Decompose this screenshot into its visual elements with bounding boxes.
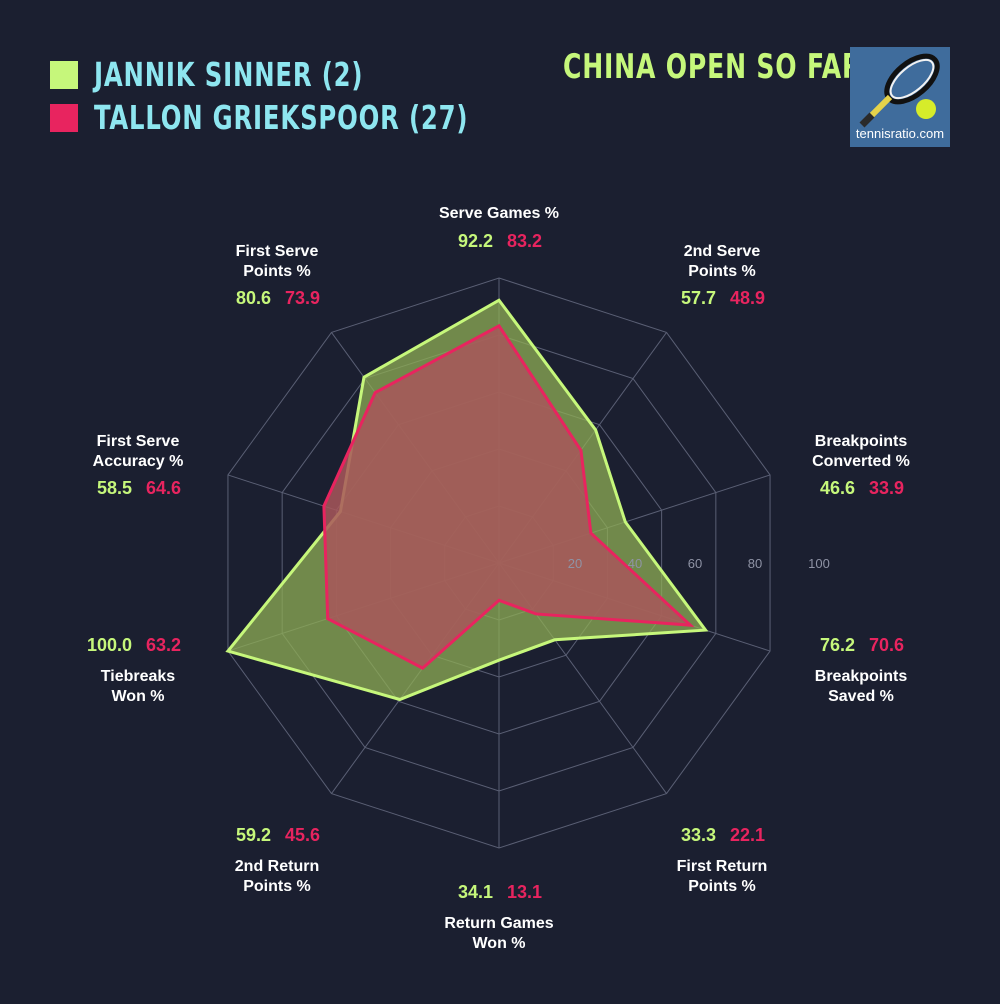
value-label-sinner-0: 92.2 bbox=[458, 231, 493, 251]
axis-label-3-line-1: Saved % bbox=[828, 688, 894, 705]
axis-label-9-line-1: Points % bbox=[243, 263, 311, 280]
tick-label-60: 60 bbox=[688, 556, 702, 571]
value-label-griekspoor-1: 48.9 bbox=[730, 288, 765, 308]
value-label-sinner-5: 34.1 bbox=[458, 882, 493, 902]
racket-icon bbox=[850, 47, 950, 147]
axis-label-8-line-1: Accuracy % bbox=[93, 453, 184, 470]
value-label-sinner-3: 76.2 bbox=[820, 635, 855, 655]
value-label-griekspoor-5: 13.1 bbox=[507, 882, 542, 902]
axis-label-1-line-1: Points % bbox=[688, 263, 756, 280]
tick-label-40: 40 bbox=[628, 556, 642, 571]
legend-item-griekspoor: TALLON GRIEKSPOOR (27) bbox=[50, 98, 551, 137]
page-title: CHINA OPEN SO FAR bbox=[563, 47, 863, 87]
tick-label-100: 100 bbox=[808, 556, 830, 571]
legend-item-sinner: JANNIK SINNER (2) bbox=[50, 55, 422, 94]
logo-text: tennisratio.com bbox=[855, 126, 945, 141]
value-label-griekspoor-7: 63.2 bbox=[146, 635, 181, 655]
axis-label-7-line-0: Tiebreaks bbox=[101, 668, 176, 685]
axis-label-3-line-0: Breakpoints bbox=[815, 668, 908, 685]
axis-label-6-line-1: Points % bbox=[243, 878, 311, 895]
value-label-sinner-4: 33.3 bbox=[681, 825, 716, 845]
axis-label-4-line-0: First Return bbox=[677, 858, 768, 875]
tick-label-20: 20 bbox=[568, 556, 582, 571]
axis-label-7-line-1: Won % bbox=[111, 688, 164, 705]
value-label-griekspoor-4: 22.1 bbox=[730, 825, 765, 845]
axis-label-6-line-0: 2nd Return bbox=[235, 858, 319, 875]
legend-swatch-sinner bbox=[50, 60, 78, 89]
axis-label-5-line-1: Won % bbox=[472, 935, 525, 952]
axis-label-8-line-0: First Serve bbox=[97, 433, 180, 450]
value-label-griekspoor-6: 45.6 bbox=[285, 825, 320, 845]
legend-swatch-griekspoor bbox=[50, 103, 78, 132]
legend-label-griekspoor: TALLON GRIEKSPOOR (27) bbox=[94, 98, 469, 137]
tick-label-80: 80 bbox=[748, 556, 762, 571]
value-label-griekspoor-8: 64.6 bbox=[146, 478, 181, 498]
axis-label-1-line-0: 2nd Serve bbox=[684, 243, 761, 260]
value-label-sinner-1: 57.7 bbox=[681, 288, 716, 308]
value-label-griekspoor-3: 70.6 bbox=[869, 635, 904, 655]
value-label-sinner-6: 59.2 bbox=[236, 825, 271, 845]
axis-label-4-line-1: Points % bbox=[688, 878, 756, 895]
axis-label-9-line-0: First Serve bbox=[236, 243, 319, 260]
series-polygon-griekspoor bbox=[322, 323, 695, 670]
value-label-griekspoor-2: 33.9 bbox=[869, 478, 904, 498]
axis-label-5-line-0: Return Games bbox=[444, 915, 553, 932]
axis-label-2-line-1: Converted % bbox=[812, 453, 910, 470]
value-label-sinner-9: 80.6 bbox=[236, 288, 271, 308]
axis-label-2-line-0: Breakpoints bbox=[815, 433, 908, 450]
value-label-griekspoor-9: 73.9 bbox=[285, 288, 320, 308]
value-label-sinner-8: 58.5 bbox=[97, 478, 132, 498]
value-label-griekspoor-0: 83.2 bbox=[507, 231, 542, 251]
axis-label-0-line-0: Serve Games % bbox=[439, 205, 559, 222]
tennisratio-logo: tennisratio.com bbox=[850, 47, 950, 147]
value-label-sinner-2: 46.6 bbox=[820, 478, 855, 498]
legend-label-sinner: JANNIK SINNER (2) bbox=[94, 55, 364, 94]
value-label-sinner-7: 100.0 bbox=[87, 635, 132, 655]
